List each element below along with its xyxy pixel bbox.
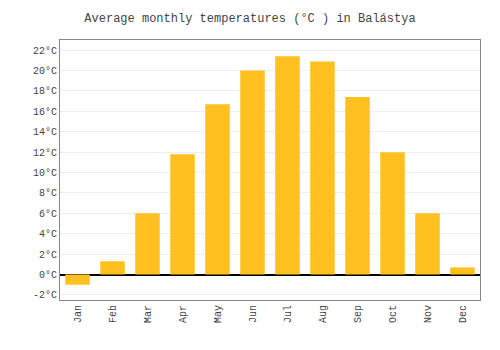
svg-text:8°C: 8°C <box>39 188 57 199</box>
svg-text:May: May <box>213 305 224 323</box>
svg-text:Feb: Feb <box>108 305 119 323</box>
svg-text:2°C: 2°C <box>39 250 57 261</box>
svg-text:4°C: 4°C <box>39 229 57 240</box>
svg-text:Nov: Nov <box>423 305 434 323</box>
svg-text:6°C: 6°C <box>39 209 57 220</box>
svg-text:Aug: Aug <box>318 305 329 323</box>
svg-text:Dec: Dec <box>458 305 469 323</box>
svg-text:Jan: Jan <box>73 305 84 323</box>
svg-text:-2°C: -2°C <box>33 290 57 301</box>
svg-text:Average monthly temperatures (: Average monthly temperatures (°C ) in Ba… <box>84 12 415 26</box>
svg-text:14°C: 14°C <box>33 127 57 138</box>
svg-text:Jun: Jun <box>248 305 259 323</box>
svg-text:Oct: Oct <box>388 305 399 323</box>
svg-text:18°C: 18°C <box>33 86 57 97</box>
svg-text:20°C: 20°C <box>33 66 57 77</box>
svg-text:Jul: Jul <box>283 305 294 323</box>
svg-text:16°C: 16°C <box>33 107 57 118</box>
svg-text:0°C: 0°C <box>39 270 57 281</box>
svg-text:Mar: Mar <box>143 305 154 323</box>
svg-text:Sep: Sep <box>353 305 364 323</box>
svg-text:Apr: Apr <box>178 305 189 323</box>
svg-text:10°C: 10°C <box>33 168 57 179</box>
svg-text:22°C: 22°C <box>33 46 57 57</box>
svg-text:12°C: 12°C <box>33 148 57 159</box>
